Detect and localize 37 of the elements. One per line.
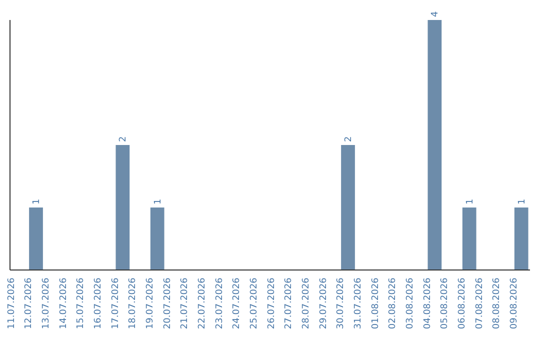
x-tick-label: 12.07.2026 — [24, 277, 34, 330]
x-tick-label: 27.07.2026 — [284, 277, 294, 330]
x-tick-label: 08.08.2026 — [492, 277, 502, 330]
data-label: 1 — [32, 198, 42, 204]
x-tick-label: 19.07.2026 — [145, 277, 156, 330]
x-tick-label: 07.08.2026 — [474, 277, 485, 330]
x-tick-label: 26.07.2026 — [266, 277, 277, 330]
x-tick-label: 16.07.2026 — [93, 277, 104, 330]
x-tick-label: 05.08.2026 — [440, 277, 450, 330]
x-tick-label: 18.07.2026 — [128, 277, 138, 330]
x-tick-label: 30.07.2026 — [336, 277, 346, 330]
x-tick-label: 06.08.2026 — [457, 277, 468, 330]
x-tick-label: 02.08.2026 — [388, 277, 398, 330]
x-tick-label: 20.07.2026 — [162, 277, 173, 330]
data-label: 2 — [118, 136, 129, 142]
x-tick-label: 03.08.2026 — [405, 277, 416, 330]
x-tick-label: 13.07.2026 — [41, 277, 52, 330]
data-label: 1 — [465, 198, 476, 204]
x-tick-label: 11.07.2026 — [6, 277, 17, 330]
x-tick-label: 22.07.2026 — [197, 277, 208, 330]
data-label: 1 — [153, 198, 164, 204]
data-label: 4 — [430, 11, 441, 17]
x-tick-label: 29.07.2026 — [318, 277, 329, 330]
data-label: 1 — [517, 198, 528, 204]
x-tick-label: 25.07.2026 — [249, 277, 260, 330]
x-tick-label: 23.07.2026 — [214, 277, 225, 330]
x-tick-label: 31.07.2026 — [353, 277, 364, 330]
x-tick-label: 21.07.2026 — [180, 277, 190, 330]
x-tick-label: 04.08.2026 — [422, 277, 433, 330]
x-tick-label: 14.07.2026 — [58, 277, 69, 330]
x-tick-label: 09.08.2026 — [509, 277, 520, 330]
data-label: 2 — [344, 136, 354, 142]
x-tick-label: 28.07.2026 — [301, 277, 312, 330]
x-tick-label: 24.07.2026 — [232, 277, 242, 330]
x-tick-label: 15.07.2026 — [76, 277, 86, 330]
x-tick-label: 17.07.2026 — [110, 277, 121, 330]
x-tick-label: 01.08.2026 — [370, 277, 381, 330]
